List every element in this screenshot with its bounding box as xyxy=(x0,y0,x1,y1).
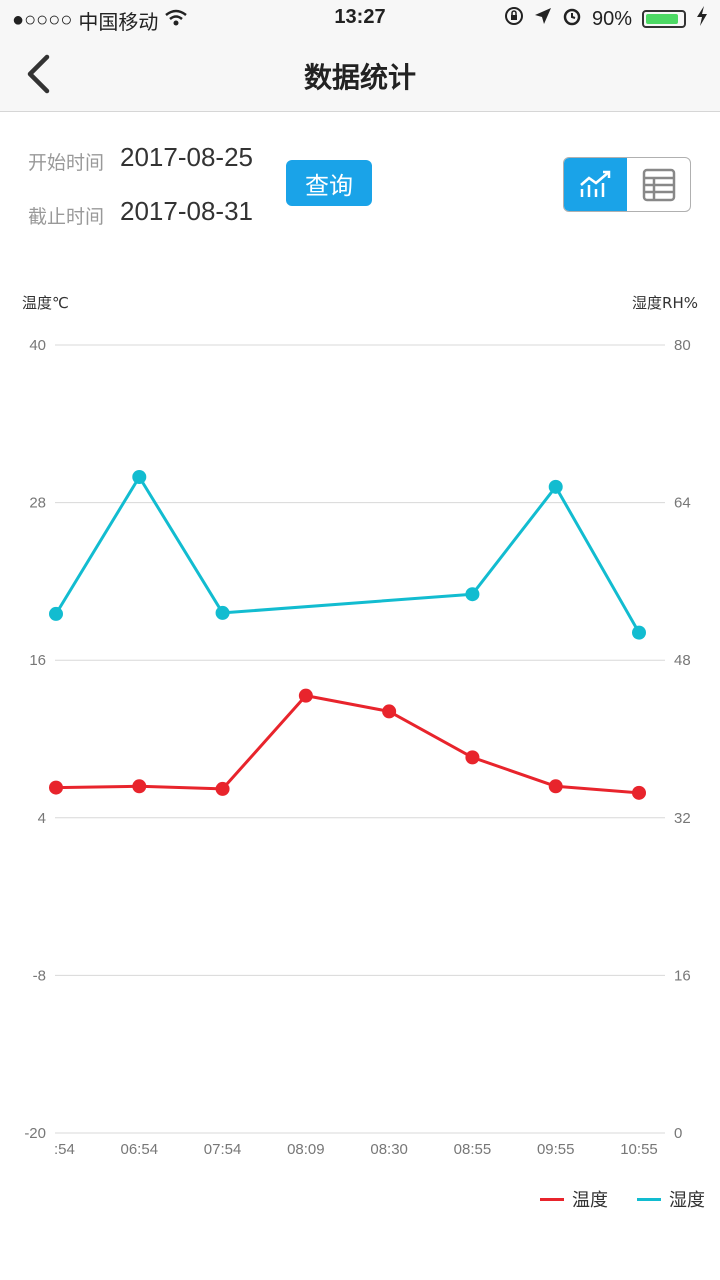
status-time: 13:27 xyxy=(334,6,386,28)
status-bar: ●○○○○ 中国移动 13:27 90% xyxy=(0,0,720,36)
data-point xyxy=(298,688,313,703)
location-icon xyxy=(534,7,552,31)
data-point xyxy=(465,587,480,602)
data-point xyxy=(548,479,563,494)
right-tick-label: 32 xyxy=(674,810,691,827)
battery-icon xyxy=(642,10,686,28)
data-point xyxy=(382,704,397,719)
query-button[interactable]: 查询 xyxy=(286,160,372,206)
end-date-field[interactable]: 2017-08-31 xyxy=(120,196,253,226)
alarm-icon xyxy=(562,6,582,32)
left-tick-label: -8 xyxy=(33,967,46,984)
legend-humidity: 湿度 xyxy=(637,1186,705,1212)
view-mode-toggle xyxy=(563,157,691,212)
series-line-0 xyxy=(55,694,640,795)
data-point xyxy=(215,781,230,796)
back-button[interactable] xyxy=(18,50,58,98)
x-tick-label: 07:54 xyxy=(204,1141,242,1158)
right-tick-label: 0 xyxy=(674,1125,682,1142)
left-axis-label: 温度℃ xyxy=(22,294,69,312)
table-view-button[interactable] xyxy=(627,158,690,211)
x-tick-label: 10:55 xyxy=(620,1141,658,1158)
x-tick-label: 08:09 xyxy=(287,1141,325,1158)
data-point xyxy=(49,780,63,795)
table-icon xyxy=(642,168,675,201)
x-tick-label: 09:55 xyxy=(537,1141,575,1158)
right-axis-label: 湿度RH% xyxy=(632,294,698,312)
battery-percent: 90% xyxy=(591,7,632,30)
start-date-field[interactable]: 2017-08-25 xyxy=(120,142,253,172)
end-time-label: 截止时间 xyxy=(28,206,105,228)
query-panel: 开始时间 2017-08-25 截止时间 2017-08-31 查询 xyxy=(0,112,720,252)
data-point xyxy=(632,625,646,640)
data-point xyxy=(49,606,63,621)
x-tick-label: :54 xyxy=(54,1141,75,1158)
chevron-left-icon xyxy=(27,54,50,94)
data-point xyxy=(132,779,147,794)
legend-temperature: 温度 xyxy=(540,1186,608,1212)
left-tick-label: 16 xyxy=(29,652,46,669)
chart-view-button[interactable] xyxy=(564,158,627,211)
navigation-bar: 数据统计 xyxy=(0,36,720,112)
legend-label-humidity: 湿度 xyxy=(669,1190,705,1211)
left-tick-label: 4 xyxy=(38,810,46,827)
data-point xyxy=(132,469,147,484)
line-chart: 40 80 28 64 16 48 4 32 -8 16 -20 0 :54 06:54 07:54 08:0… xyxy=(24,337,691,1158)
right-tick-label: 80 xyxy=(674,337,691,354)
charging-icon xyxy=(696,6,708,32)
wifi-icon xyxy=(164,9,188,33)
left-tick-label: 40 xyxy=(29,337,46,354)
series-line-1 xyxy=(54,475,641,634)
start-time-label: 开始时间 xyxy=(28,152,105,174)
page-title: 数据统计 xyxy=(303,61,416,94)
legend-swatch-humidity xyxy=(637,1197,661,1201)
signal-strength: ●○○○○ xyxy=(12,9,73,31)
rotation-lock-icon xyxy=(504,6,524,32)
right-tick-label: 16 xyxy=(674,967,691,984)
legend-label-temperature: 温度 xyxy=(572,1190,608,1211)
data-point xyxy=(548,779,563,794)
left-tick-label: 28 xyxy=(29,495,46,512)
data-point xyxy=(632,785,646,800)
data-point xyxy=(215,605,230,620)
data-point xyxy=(465,750,480,765)
x-tick-label: 08:55 xyxy=(454,1141,492,1158)
right-tick-label: 48 xyxy=(674,652,691,669)
carrier-name: 中国移动 xyxy=(78,12,159,34)
legend-swatch-temperature xyxy=(540,1197,564,1201)
left-tick-label: -20 xyxy=(24,1125,46,1142)
x-tick-label: 06:54 xyxy=(121,1141,159,1158)
x-tick-label: 08:30 xyxy=(370,1141,408,1158)
right-tick-label: 64 xyxy=(674,495,691,512)
chart-icon xyxy=(579,170,610,197)
